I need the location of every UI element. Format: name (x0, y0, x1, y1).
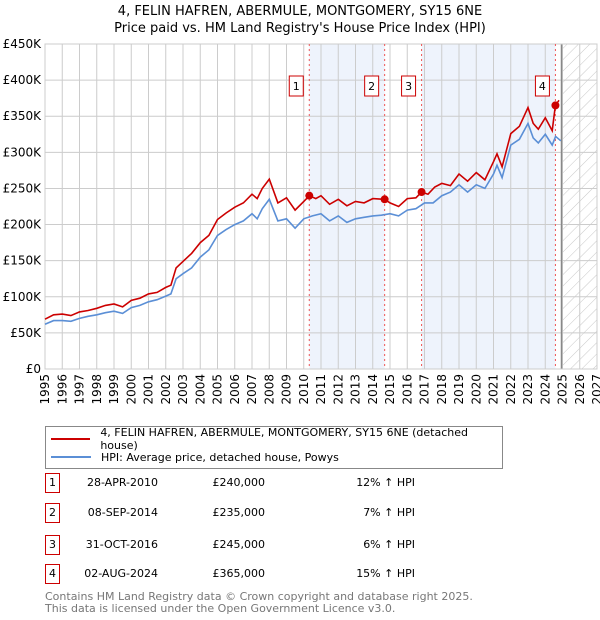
y-tick-label: £0 (26, 362, 41, 376)
y-tick-label: £150K (3, 254, 43, 268)
transaction-date: 28-APR-2010 (86, 476, 158, 489)
x-tick-label: 2018 (435, 374, 449, 405)
x-tick-label: 1999 (107, 374, 121, 405)
x-tick-label: 2004 (193, 374, 207, 405)
transaction-date: 08-SEP-2014 (87, 506, 158, 519)
x-tick-label: 2016 (400, 374, 414, 405)
transaction-hpi-change: 6% ↑ HPI (363, 538, 415, 551)
y-tick-label: £50K (10, 326, 42, 340)
legend-item-hpi: HPI: Average price, detached house, Powy… (51, 449, 339, 465)
transaction-hpi-change: 12% ↑ HPI (356, 476, 415, 489)
x-tick-label: 2023 (521, 374, 535, 405)
sale-point (380, 195, 389, 204)
x-tick-label: 2003 (176, 374, 190, 405)
transaction-date: 02-AUG-2024 (84, 567, 158, 580)
x-tick-label: 1997 (73, 374, 87, 405)
x-tick-label: 2017 (418, 374, 432, 405)
chart-subtitle: Price paid vs. HM Land Registry's House … (114, 21, 486, 36)
x-tick-label: 1998 (90, 374, 104, 405)
x-tick-label: 2002 (159, 374, 173, 405)
footer-line: This data is licensed under the Open Gov… (45, 602, 396, 615)
x-tick-label: 2025 (556, 374, 570, 405)
x-tick-label: 2011 (314, 374, 328, 405)
transaction-price: £240,000 (212, 476, 266, 489)
chart-title: 4, FELIN HAFREN, ABERMULE, MONTGOMERY, S… (117, 4, 483, 19)
legend-label: HPI: Average price, detached house, Powy… (101, 450, 339, 464)
transaction-price: £235,000 (212, 506, 266, 519)
x-tick-label: 2014 (366, 374, 380, 405)
transaction-number: 1 (45, 473, 60, 493)
sale-label-box (288, 75, 304, 97)
hpi-line (44, 121, 562, 325)
x-tick-label: 2007 (245, 374, 259, 405)
x-tick-label: 2024 (538, 374, 552, 405)
x-tick-label: 2006 (228, 374, 242, 405)
y-tick-label: £400K (3, 73, 43, 87)
x-tick-label: 2013 (349, 374, 363, 405)
y-tick-label: £300K (3, 145, 43, 159)
x-tick-label: 2015 (383, 374, 397, 405)
transaction-hpi-change: 15% ↑ HPI (356, 567, 415, 580)
sale-label-box (534, 75, 550, 97)
plot-frame (44, 43, 598, 370)
y-tick-label: £100K (3, 290, 43, 304)
x-tick-label: 2022 (504, 374, 518, 405)
legend-label: 4, FELIN HAFREN, ABERMULE, MONTGOMERY, S… (100, 426, 469, 452)
x-tick-label: 1995 (38, 374, 52, 405)
transaction-number: 4 (45, 564, 60, 584)
footer-line: Contains HM Land Registry data © Crown c… (45, 590, 473, 603)
legend-swatch-red (51, 438, 91, 440)
sale-label: 1 (293, 80, 300, 93)
x-tick-label: 1996 (55, 374, 69, 405)
x-tick-label: 2019 (452, 374, 466, 405)
x-tick-label: 2020 (469, 374, 483, 405)
sale-point (551, 101, 560, 110)
x-tick-label: 2005 (211, 374, 225, 405)
x-tick-label: 2010 (297, 374, 311, 405)
x-tick-label: 2012 (331, 374, 345, 405)
transaction-hpi-change: 7% ↑ HPI (363, 506, 415, 519)
transaction-number: 3 (45, 535, 60, 555)
x-tick-label: 2001 (142, 374, 156, 405)
y-tick-label: £200K (3, 218, 43, 232)
sale-label-box (364, 75, 380, 97)
sale-point (417, 188, 426, 197)
sale-label: 4 (539, 80, 546, 93)
transaction-date: 31-OCT-2016 (85, 538, 158, 551)
legend: 4, FELIN HAFREN, ABERMULE, MONTGOMERY, S… (45, 426, 503, 469)
sale-label: 2 (368, 80, 375, 93)
y-tick-label: £250K (3, 181, 43, 195)
x-tick-label: 2008 (262, 374, 276, 405)
legend-item-property: 4, FELIN HAFREN, ABERMULE, MONTGOMERY, S… (51, 426, 502, 452)
y-tick-label: £450K (3, 37, 43, 51)
transaction-price: £245,000 (212, 538, 266, 551)
x-tick-label: 2027 (590, 374, 600, 405)
shaded-period (421, 44, 556, 369)
transaction-price: £365,000 (212, 567, 266, 580)
sale-label-box (401, 75, 417, 97)
x-tick-label: 2000 (124, 374, 138, 405)
sale-label: 3 (405, 80, 412, 93)
price-chart: £0 £50K £100K £150K £200K £250K £300K £350K £400… (3, 37, 600, 405)
y-tick-label: £350K (3, 109, 43, 123)
transaction-number: 2 (45, 503, 60, 523)
sale-point (305, 191, 314, 200)
x-tick-label: 2021 (487, 374, 501, 405)
legend-swatch-blue (51, 456, 91, 458)
x-tick-label: 2009 (280, 374, 294, 405)
x-tick-label: 2026 (573, 374, 587, 405)
